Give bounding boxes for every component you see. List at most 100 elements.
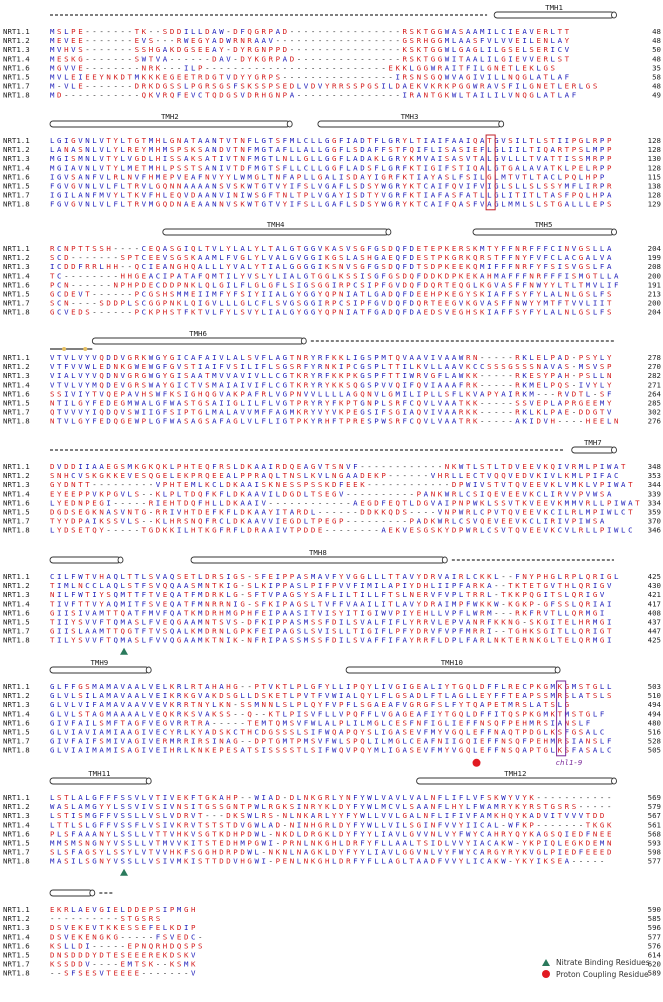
residue-count: 593: [648, 839, 661, 848]
residue-count: 620: [648, 960, 661, 969]
legend: Nitrate Binding Residues Proton Coupling…: [540, 956, 660, 980]
residue-count: 569: [648, 793, 661, 802]
residue-count: 270: [648, 362, 661, 371]
residue-count: 568: [648, 829, 661, 838]
residue-count: 585: [648, 914, 661, 923]
sequence-name: NRT1.4: [3, 380, 30, 389]
residue-count: 430: [648, 581, 661, 590]
sequence-name: NRT1.6: [3, 498, 30, 507]
sequence-name: NRT1.2: [3, 36, 30, 45]
sequence-name: NRT1.4: [3, 271, 30, 280]
nitrate-binding-marker: [120, 868, 129, 876]
residue-count: 516: [648, 728, 661, 737]
residue-count: 510: [648, 691, 661, 700]
alignment-block: TMH7 NRT1.1 D V D D I I A A E G S M K G K Q K L P H T E Q F R S L D K A…: [3, 438, 662, 535]
helix-cylinder: [49, 556, 121, 564]
residue-count: 204: [648, 244, 662, 253]
residue-count: 200: [648, 299, 661, 308]
sequence-name: NRT1.6: [3, 63, 30, 72]
residue-count: 50: [652, 45, 661, 54]
residue-count: 425: [648, 636, 661, 645]
sequence-name: NRT1.6: [3, 172, 30, 181]
residue-count: 49: [652, 91, 661, 100]
sequence-name: NRT1.4: [3, 54, 30, 63]
alignment-block: NRT1.1 E K R L A E V G I E L D D E P S I P M G H 590 NRT1.2 - - -…: [3, 889, 662, 978]
sequence-name: NRT1.3: [3, 45, 30, 54]
sequence-name: NRT1.5: [3, 951, 30, 960]
residue-count: 359: [648, 508, 661, 517]
dot-icon: [542, 970, 550, 978]
tm-helix-label: TMH1: [545, 3, 563, 12]
tm-helix-label: TMH7: [584, 438, 602, 447]
residue-count: 590: [648, 905, 661, 914]
sequence-name: NRT1.3: [3, 262, 30, 271]
residue-count: 129: [648, 200, 661, 209]
sequence-name: NRT1.7: [3, 408, 30, 417]
tm-helix-label: TMH3: [401, 112, 419, 121]
sequence-name: NRT1.1: [3, 136, 30, 145]
helix-cylinder: [345, 666, 559, 674]
sequence-name: NRT1.6: [3, 829, 30, 838]
residue-count: 567: [648, 811, 661, 820]
helix-cylinder: [416, 777, 615, 785]
sequence-name: NRT1.4: [3, 820, 30, 829]
residue-count: 115: [648, 172, 661, 181]
residue-count: 503: [648, 682, 661, 691]
residue-count: 561: [648, 820, 661, 829]
residue-count: 528: [648, 737, 661, 746]
sequence-name: NRT1.8: [3, 746, 30, 755]
residue-count: 199: [648, 253, 661, 262]
alignment-block: TMH6 NRT1.1 V T V L V Y V Q D D V G R K W G Y G I C A F A I V L A L S V…: [3, 329, 662, 426]
sequence-name: NRT1.3: [3, 154, 30, 163]
chl1-9-label: chl1-9: [556, 758, 583, 767]
residue-count: 577: [648, 932, 661, 941]
sequence-name: NRT1.3: [3, 811, 30, 820]
conserved-residue-box: [485, 134, 496, 211]
sequence-name: NRT1.1: [3, 27, 30, 36]
sequence-name: NRT1.8: [3, 857, 30, 866]
helix-cylinder: [49, 777, 150, 785]
helix-cap: [441, 556, 448, 564]
legend-proton-label: Proton Coupling Residue: [556, 970, 649, 979]
residue-count: 425: [648, 572, 661, 581]
helix-cap: [145, 777, 152, 785]
sequence-name: NRT1.2: [3, 145, 30, 154]
residue-count: 579: [648, 802, 661, 811]
residue-count: 437: [648, 618, 661, 627]
helix-cylinder: [317, 120, 502, 128]
sequence-name: NRT1.8: [3, 417, 30, 426]
sequence-name: NRT1.5: [3, 290, 30, 299]
sequence-name: NRT1.8: [3, 636, 30, 645]
residue-count: 138: [648, 182, 661, 191]
sequence-name: NRT1.3: [3, 590, 30, 599]
residue-count: 285: [648, 399, 661, 408]
sequence-name: NRT1.5: [3, 73, 30, 82]
sequence-name: NRT1.3: [3, 371, 30, 380]
sequence-name: NRT1.7: [3, 627, 30, 636]
